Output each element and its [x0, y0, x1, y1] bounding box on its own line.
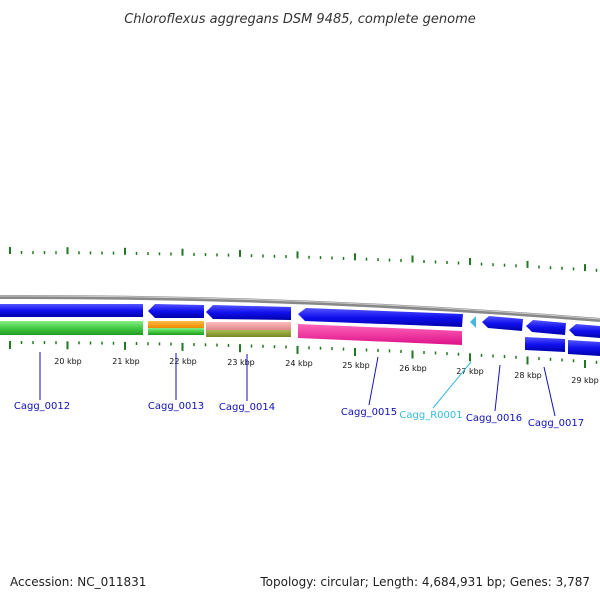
leader-cagg-0016: [494, 364, 501, 412]
track-green-0013: [148, 328, 204, 335]
gene-label-cagg-0015[interactable]: Cagg_0015: [341, 407, 397, 418]
track-magenta-0015: [298, 324, 462, 345]
trna-cagg-r0001-arrow[interactable]: [470, 316, 476, 328]
upper-tick-row: [9, 247, 598, 272]
scale-labels: 20 kbp 21 kbp 22 kbp 23 kbp 24 kbp 25 kb…: [54, 357, 599, 385]
genome-backbone-highlight: [0, 295, 600, 320]
scale-label-24kbp: 24 kbp: [285, 359, 313, 368]
scale-label-20kbp: 20 kbp: [54, 357, 82, 366]
scale-label-29kbp: 29 kbp: [571, 376, 599, 385]
gene-label-cagg-0017[interactable]: Cagg_0017: [528, 418, 584, 429]
scale-label-27kbp: 27 kbp: [456, 367, 484, 376]
gene-label-cagg-0012[interactable]: Cagg_0012: [14, 401, 70, 412]
scale-label-26kbp: 26 kbp: [399, 364, 427, 373]
topology-summary-text: Topology: circular; Length: 4,684,931 bp…: [259, 575, 590, 589]
accession-text: Accession: NC_011831: [10, 575, 146, 589]
backward-cds-0017b[interactable]: [568, 340, 600, 356]
genome-backbone: [0, 294, 600, 322]
track-green-0012: [0, 321, 143, 335]
leader-cagg-r0001: [432, 361, 472, 409]
gene-label-cagg-0013[interactable]: Cagg_0013: [148, 401, 204, 412]
backward-cds-0016b[interactable]: [525, 337, 565, 352]
scale-label-28kbp: 28 kbp: [514, 371, 542, 380]
gene-label-cagg-0016[interactable]: Cagg_0016: [466, 413, 522, 424]
cds-cagg-0015-arrow[interactable]: [298, 308, 463, 327]
cds-cagg-0012-arrow[interactable]: [0, 304, 143, 317]
map-title: Chloroflexus aggregans DSM 9485, complet…: [124, 12, 476, 27]
scale-label-23kbp: 23 kbp: [227, 358, 255, 367]
lower-tick-row: [9, 341, 598, 368]
cds-next-arrow[interactable]: [569, 324, 600, 338]
gene-leader-lines: [39, 352, 556, 417]
cds-cagg-0016-arrow[interactable]: [482, 316, 523, 331]
track-olive-0014: [206, 330, 291, 337]
leader-cagg-0017: [543, 366, 556, 417]
gene-labels: Cagg_0012 Cagg_0013 Cagg_0014 Cagg_0015 …: [14, 401, 584, 429]
scale-label-25kbp: 25 kbp: [342, 361, 370, 370]
cds-cagg-0017-arrow[interactable]: [526, 320, 566, 335]
gene-label-cagg-r0001[interactable]: Cagg_R0001: [399, 410, 462, 421]
gene-label-cagg-0014[interactable]: Cagg_0014: [219, 402, 275, 413]
track-pink-0014: [206, 322, 291, 330]
scale-label-22kbp: 22 kbp: [169, 357, 197, 366]
track-orange-0013: [148, 321, 204, 328]
cds-cagg-0014-arrow[interactable]: [206, 305, 291, 320]
leader-cagg-0015: [368, 356, 379, 406]
scale-label-21kbp: 21 kbp: [112, 357, 140, 366]
cds-cagg-0013-arrow[interactable]: [148, 304, 204, 318]
function-tracks: [0, 321, 600, 356]
forward-cds-track: [0, 304, 600, 338]
